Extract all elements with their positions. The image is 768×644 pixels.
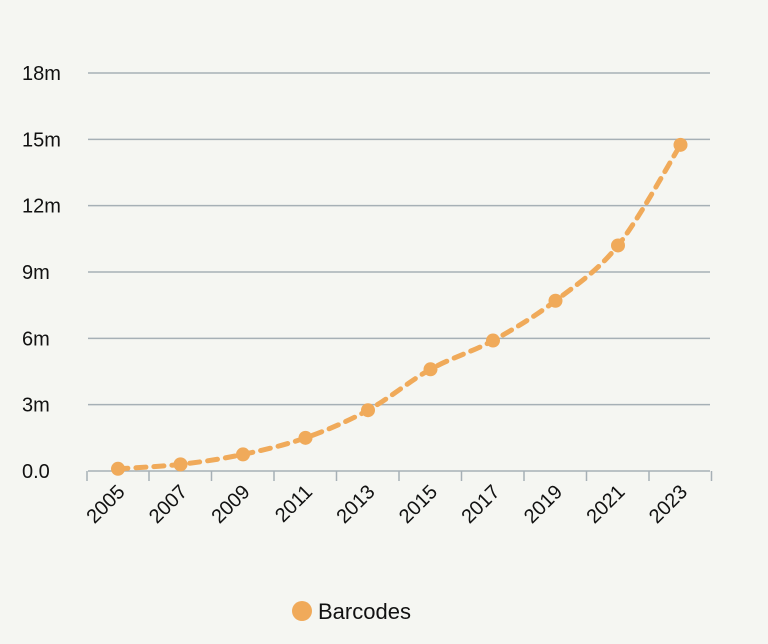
data-point-2011 [298,430,313,445]
y-tick-label: 15m [22,129,61,151]
x-tick-label: 2017 [458,481,505,528]
x-tick-label: 2009 [208,481,255,528]
series-line-barcodes [115,142,683,472]
legend[interactable]: Barcodes [292,599,411,624]
data-point-2015 [423,362,438,377]
x-tick-label: 2019 [520,481,567,528]
x-tick-label: 2007 [145,481,192,528]
legend-marker-barcodes [292,601,312,621]
x-axis-ticks: 2005 2007 2009 2011 2013 2015 2017 2019 2021 2023 [83,471,713,528]
data-point-2007 [173,457,188,472]
data-point-2021 [611,238,625,253]
legend-label-barcodes: Barcodes [318,599,411,624]
data-point-2017 [486,333,500,348]
gridlines [88,72,710,472]
data-point-2019 [548,293,563,308]
series-barcodes [111,137,688,476]
y-tick-label: 18m [22,63,61,85]
y-tick-label: 0.0 [22,461,50,483]
x-tick-label: 2011 [271,481,317,527]
y-tick-label: 6m [22,328,50,350]
data-point-2023 [673,137,688,152]
x-tick-label: 2023 [645,481,692,528]
y-tick-label: 12m [22,196,61,218]
y-tick-label: 3m [22,395,50,417]
data-point-2009 [236,447,250,462]
x-tick-label: 2005 [83,481,130,528]
x-tick-label: 2013 [333,481,380,528]
data-point-2005 [111,461,125,476]
y-axis-ticks: 0.0 3m 6m 9m 12m 15m 18m [22,63,61,483]
y-tick-label: 9m [22,262,50,284]
data-point-2013 [361,403,375,418]
x-tick-label: 2015 [395,481,442,528]
x-tick-label: 2021 [583,481,630,528]
